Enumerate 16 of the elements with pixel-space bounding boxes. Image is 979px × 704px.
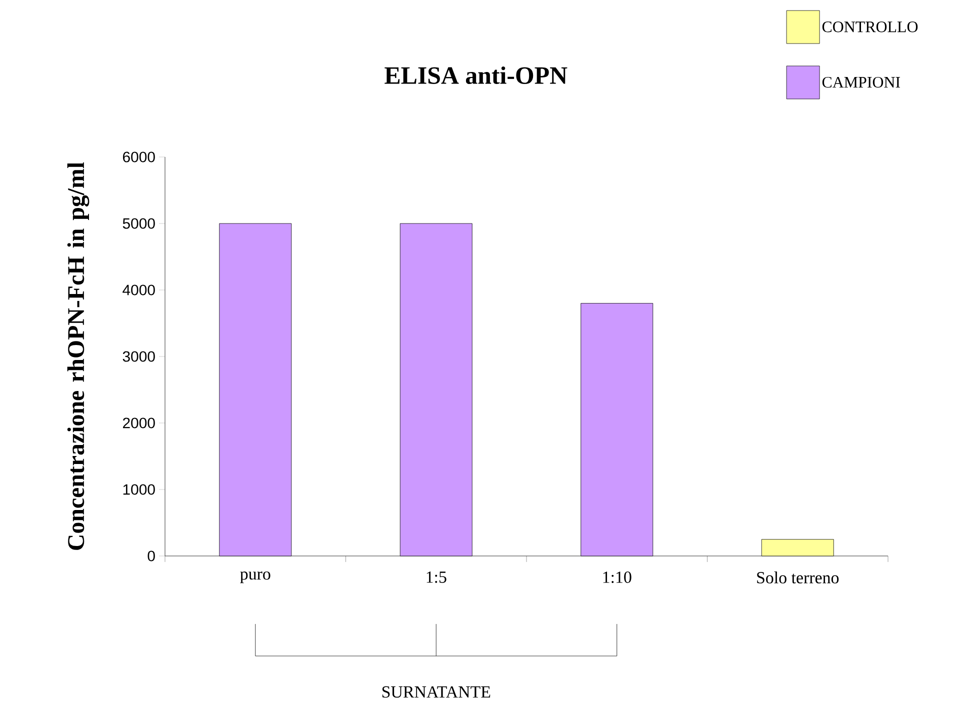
x-tick-label: 1:5	[426, 572, 446, 583]
text: SURNATANTE	[382, 686, 490, 698]
y-tick-label: 1000	[123, 484, 155, 495]
x-tick-label: 1:10	[603, 572, 632, 584]
y-tick-label: 3000	[122, 351, 155, 362]
y-tick-label: 5000	[122, 218, 155, 229]
x-tick-label: Solo terreno	[757, 572, 839, 584]
chart-title: ELISA anti-OPN	[384, 66, 568, 84]
legend-label: CONTROLLO	[822, 22, 918, 32]
legend-label: CAMPIONI	[822, 76, 900, 88]
y-tick-label: 0	[148, 550, 155, 562]
y-tick-label: 2000	[122, 418, 155, 428]
x-tick-label: puro	[240, 572, 270, 584]
y-tick-label: 4000	[122, 284, 155, 296]
y-axis-title: Concentrazione rhOPN-FcH in pg/ml	[67, 162, 90, 550]
y-tick-label: 6000	[123, 152, 155, 162]
